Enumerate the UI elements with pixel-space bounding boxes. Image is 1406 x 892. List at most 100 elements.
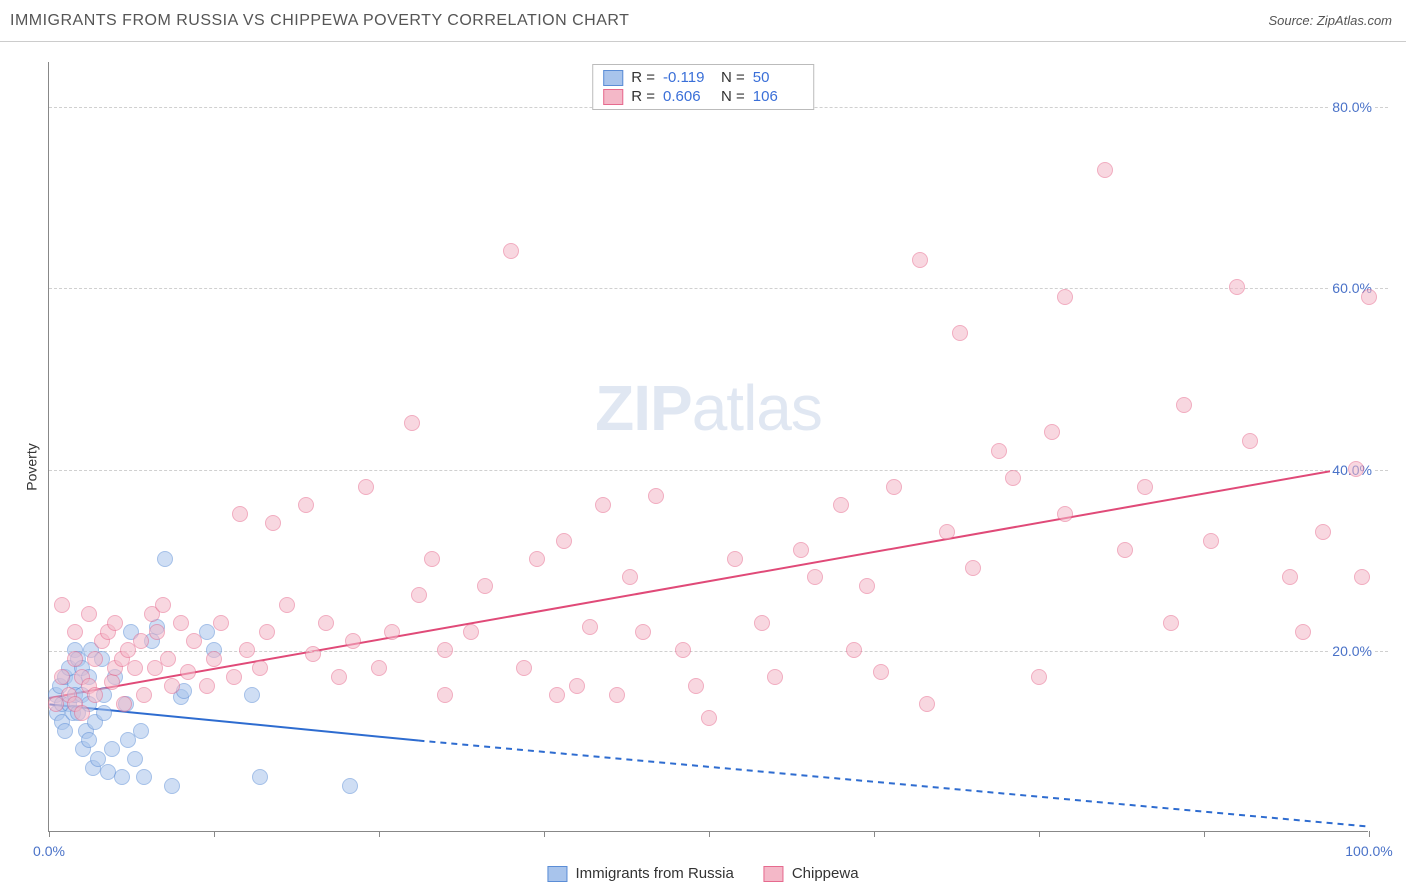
scatter-point <box>622 569 638 585</box>
scatter-point <box>1348 461 1364 477</box>
scatter-point <box>54 669 70 685</box>
scatter-point <box>57 723 73 739</box>
scatter-point <box>133 633 149 649</box>
scatter-point <box>127 751 143 767</box>
scatter-point <box>244 687 260 703</box>
scatter-point <box>136 769 152 785</box>
xtick-mark <box>1039 831 1040 837</box>
scatter-point <box>87 687 103 703</box>
plot-region: ZIPatlas 20.0%40.0%60.0%80.0%0.0%100.0% <box>48 62 1368 832</box>
scatter-point <box>595 497 611 513</box>
xtick-mark <box>709 831 710 837</box>
chart-header: IMMIGRANTS FROM RUSSIA VS CHIPPEWA POVER… <box>0 0 1406 42</box>
correlation-stats-box: R = -0.119 N = 50 R = 0.606 N = 106 <box>592 64 814 110</box>
scatter-point <box>793 542 809 558</box>
xtick-mark <box>379 831 380 837</box>
scatter-point <box>609 687 625 703</box>
scatter-point <box>358 479 374 495</box>
legend-item-chippewa: Chippewa <box>764 865 859 882</box>
scatter-point <box>213 615 229 631</box>
scatter-point <box>298 497 314 513</box>
scatter-point <box>107 615 123 631</box>
scatter-point <box>149 624 165 640</box>
chart-area: Poverty ZIPatlas 20.0%40.0%60.0%80.0%0.0… <box>0 42 1406 892</box>
scatter-point <box>1354 569 1370 585</box>
scatter-point <box>331 669 347 685</box>
bottom-legend: Immigrants from Russia Chippewa <box>547 865 858 882</box>
scatter-point <box>87 651 103 667</box>
scatter-point <box>727 551 743 567</box>
xtick-mark <box>49 831 50 837</box>
scatter-point <box>424 551 440 567</box>
scatter-point <box>437 687 453 703</box>
scatter-point <box>1229 279 1245 295</box>
scatter-point <box>437 642 453 658</box>
scatter-point <box>1057 506 1073 522</box>
xtick-mark <box>874 831 875 837</box>
scatter-point <box>556 533 572 549</box>
scatter-point <box>688 678 704 694</box>
scatter-point <box>1176 397 1192 413</box>
legend-item-russia: Immigrants from Russia <box>547 865 733 882</box>
ytick-label: 20.0% <box>1330 643 1374 659</box>
watermark: ZIPatlas <box>595 371 822 445</box>
scatter-point <box>754 615 770 631</box>
scatter-point <box>133 723 149 739</box>
xtick-mark <box>1369 831 1370 837</box>
scatter-point <box>384 624 400 640</box>
r-label: R = <box>631 88 655 105</box>
legend-swatch-chippewa <box>764 866 784 882</box>
scatter-point <box>846 642 862 658</box>
scatter-point <box>701 710 717 726</box>
scatter-point <box>252 660 268 676</box>
r-value-chippewa: 0.606 <box>663 88 713 105</box>
scatter-point <box>232 506 248 522</box>
scatter-point <box>411 587 427 603</box>
scatter-point <box>582 619 598 635</box>
scatter-point <box>180 664 196 680</box>
scatter-point <box>1031 669 1047 685</box>
n-value-russia: 50 <box>753 69 803 86</box>
scatter-point <box>186 633 202 649</box>
xtick-label: 100.0% <box>1345 843 1392 859</box>
scatter-point <box>104 741 120 757</box>
scatter-point <box>90 751 106 767</box>
scatter-point <box>886 479 902 495</box>
scatter-point <box>873 664 889 680</box>
scatter-point <box>833 497 849 513</box>
scatter-point <box>226 669 242 685</box>
scatter-point <box>569 678 585 694</box>
swatch-russia <box>603 70 623 86</box>
scatter-point <box>965 560 981 576</box>
scatter-point <box>155 597 171 613</box>
scatter-point <box>859 578 875 594</box>
scatter-point <box>265 515 281 531</box>
scatter-point <box>1137 479 1153 495</box>
n-label: N = <box>721 88 745 105</box>
scatter-point <box>1097 162 1113 178</box>
scatter-point <box>164 778 180 794</box>
scatter-point <box>342 778 358 794</box>
scatter-point <box>1295 624 1311 640</box>
scatter-point <box>463 624 479 640</box>
r-label: R = <box>631 69 655 86</box>
xtick-mark <box>544 831 545 837</box>
xtick-mark <box>1204 831 1205 837</box>
legend-label-russia: Immigrants from Russia <box>575 865 733 882</box>
scatter-point <box>54 597 70 613</box>
chart-title: IMMIGRANTS FROM RUSSIA VS CHIPPEWA POVER… <box>10 12 629 30</box>
scatter-point <box>549 687 565 703</box>
gridline <box>49 288 1388 289</box>
scatter-point <box>305 646 321 662</box>
y-axis-label: Poverty <box>24 443 40 490</box>
stats-row-chippewa: R = 0.606 N = 106 <box>603 88 803 105</box>
scatter-point <box>1282 569 1298 585</box>
scatter-point <box>136 687 152 703</box>
scatter-point <box>404 415 420 431</box>
scatter-point <box>206 651 222 667</box>
scatter-point <box>1057 289 1073 305</box>
scatter-point <box>345 633 361 649</box>
n-value-chippewa: 106 <box>753 88 803 105</box>
scatter-point <box>259 624 275 640</box>
scatter-point <box>635 624 651 640</box>
